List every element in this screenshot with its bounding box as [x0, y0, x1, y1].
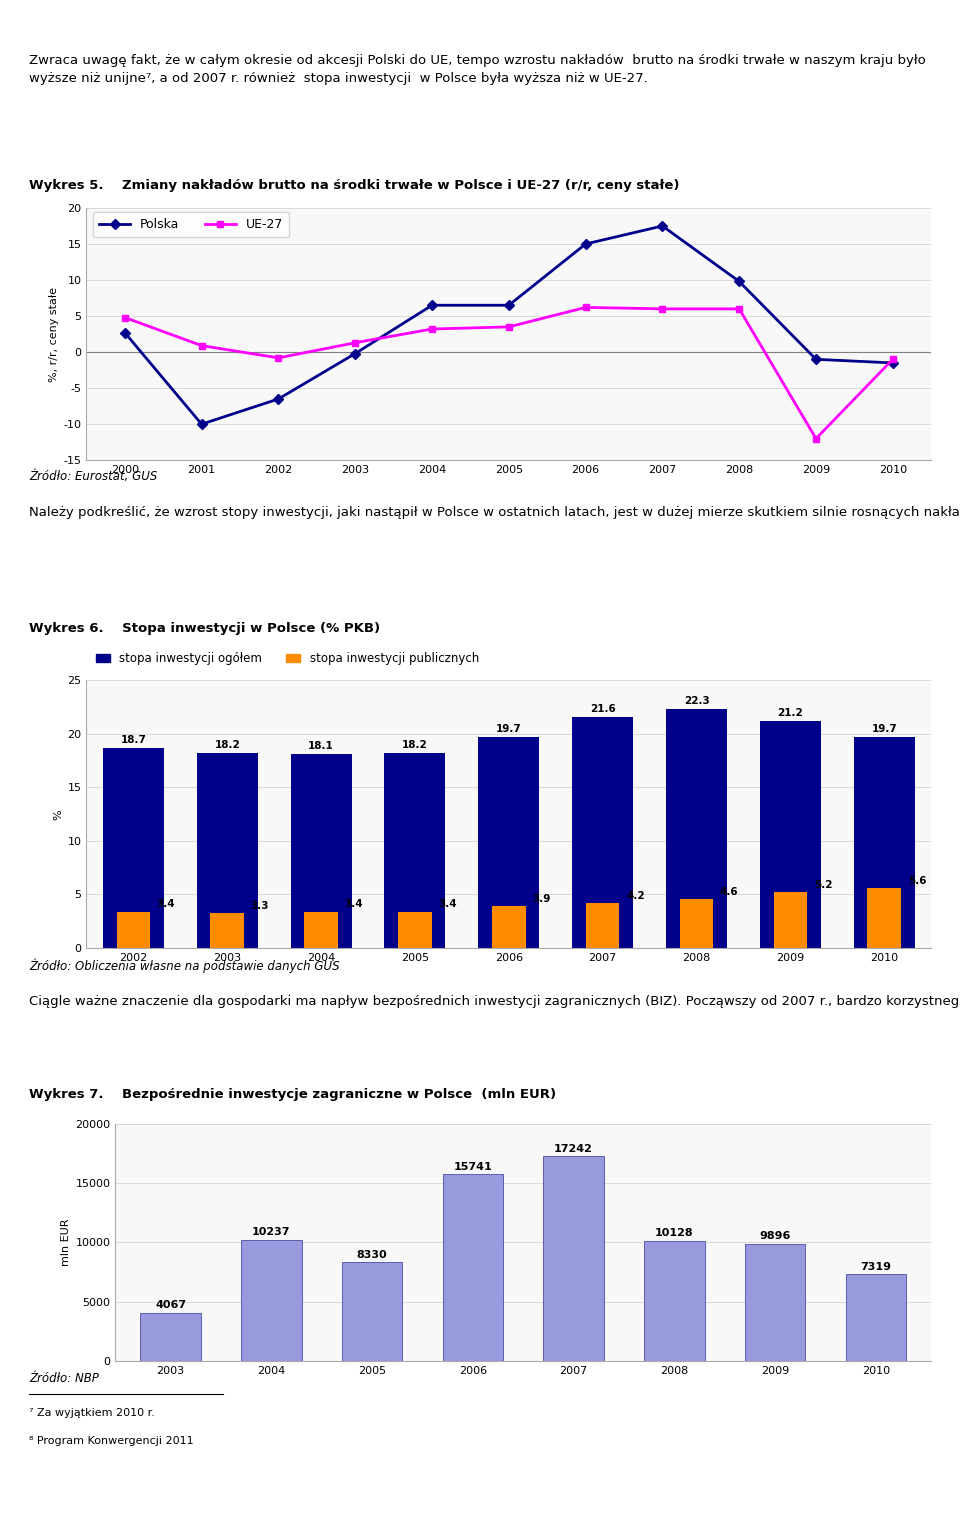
- Bar: [478, 737, 540, 948]
- Bar: [342, 1261, 402, 1361]
- Bar: [443, 1174, 503, 1361]
- Text: 18.1: 18.1: [308, 742, 334, 751]
- Text: 4.2: 4.2: [626, 891, 645, 901]
- Text: Wykres 7.    Bezpośrednie inwestycje zagraniczne w Polsce  (mln EUR): Wykres 7. Bezpośrednie inwestycje zagran…: [29, 1089, 556, 1101]
- Text: 18.2: 18.2: [402, 740, 428, 751]
- Text: 18.2: 18.2: [214, 740, 240, 751]
- Bar: [868, 888, 901, 948]
- Text: ⁸ Program Konwergencji 2011: ⁸ Program Konwergencji 2011: [29, 1436, 193, 1445]
- Text: 3.4: 3.4: [439, 899, 457, 910]
- Bar: [197, 754, 257, 948]
- Bar: [116, 911, 150, 948]
- Text: 19.7: 19.7: [872, 723, 898, 734]
- Text: 18.7: 18.7: [120, 734, 146, 745]
- Text: Zwraca uwagę fakt, że w całym okresie od akcesji Polski do UE, tempo wzrostu nak: Zwraca uwagę fakt, że w całym okresie od…: [29, 54, 925, 84]
- Bar: [291, 754, 351, 948]
- Text: 8: 8: [24, 1497, 36, 1515]
- Bar: [666, 709, 727, 948]
- Bar: [644, 1242, 705, 1361]
- Bar: [543, 1156, 604, 1361]
- Bar: [103, 748, 164, 948]
- Bar: [140, 1312, 201, 1361]
- Text: 10237: 10237: [252, 1228, 291, 1237]
- Text: ⁷ Za wyjątkiem 2010 r.: ⁷ Za wyjątkiem 2010 r.: [29, 1408, 155, 1417]
- Bar: [774, 893, 807, 948]
- Text: Źródło: Obliczenia własne na podstawie danych GUS: Źródło: Obliczenia własne na podstawie d…: [29, 959, 340, 972]
- Text: 5.2: 5.2: [814, 881, 832, 890]
- Bar: [398, 911, 432, 948]
- Text: 3.3: 3.3: [251, 901, 269, 911]
- Text: Należy podkreślić, że wzrost stopy inwestycji, jaki nastąpił w Polsce w ostatnic: Należy podkreślić, że wzrost stopy inwes…: [29, 506, 960, 520]
- Text: RAPORT POLSKA 2011: RAPORT POLSKA 2011: [14, 11, 239, 29]
- Text: 21.2: 21.2: [778, 708, 804, 719]
- Bar: [210, 913, 244, 948]
- Legend: Polska, UE-27: Polska, UE-27: [93, 211, 289, 237]
- Bar: [680, 899, 713, 948]
- Text: 7319: 7319: [860, 1261, 891, 1272]
- Text: Źródło: Eurostat, GUS: Źródło: Eurostat, GUS: [29, 469, 157, 483]
- Bar: [586, 904, 619, 948]
- Bar: [492, 907, 525, 948]
- Text: 10128: 10128: [655, 1228, 694, 1238]
- Text: 5.6: 5.6: [908, 876, 926, 885]
- Bar: [241, 1240, 301, 1361]
- Bar: [760, 722, 821, 948]
- Text: 4067: 4067: [156, 1300, 186, 1310]
- Text: 9896: 9896: [759, 1231, 791, 1242]
- Text: 3.4: 3.4: [345, 899, 363, 910]
- Text: 22.3: 22.3: [684, 696, 709, 706]
- Text: 19.7: 19.7: [496, 723, 521, 734]
- Text: 3.4: 3.4: [156, 899, 176, 910]
- Legend: stopa inwestycji ogółem, stopa inwestycji publicznych: stopa inwestycji ogółem, stopa inwestycj…: [92, 648, 482, 668]
- Text: 4.6: 4.6: [720, 887, 738, 896]
- Text: Wykres 6.    Stopa inwestycji w Polsce (% PKB): Wykres 6. Stopa inwestycji w Polsce (% P…: [29, 622, 380, 635]
- Text: 8330: 8330: [357, 1249, 388, 1260]
- Y-axis label: %, r/r, ceny stałe: %, r/r, ceny stałe: [49, 286, 60, 382]
- Text: 21.6: 21.6: [589, 703, 615, 714]
- Y-axis label: %: %: [53, 809, 63, 820]
- Y-axis label: mln EUR: mln EUR: [61, 1219, 71, 1266]
- Bar: [572, 717, 634, 948]
- Text: Wykres 5.    Zmiany nakładów brutto na środki trwałe w Polsce i UE-27 (r/r, ceny: Wykres 5. Zmiany nakładów brutto na środ…: [29, 179, 680, 191]
- Text: 15741: 15741: [453, 1162, 492, 1171]
- Bar: [846, 1274, 906, 1361]
- Bar: [745, 1243, 805, 1361]
- Text: Ciągle ważne znaczenie dla gospodarki ma napływ bezpośrednich inwestycji zagrani: Ciągle ważne znaczenie dla gospodarki ma…: [29, 995, 960, 1009]
- Bar: [384, 754, 445, 948]
- Text: 17242: 17242: [554, 1144, 593, 1154]
- Bar: [853, 737, 915, 948]
- Text: 3.9: 3.9: [532, 894, 551, 904]
- Text: Źródło: NBP: Źródło: NBP: [29, 1372, 99, 1385]
- Bar: [304, 911, 338, 948]
